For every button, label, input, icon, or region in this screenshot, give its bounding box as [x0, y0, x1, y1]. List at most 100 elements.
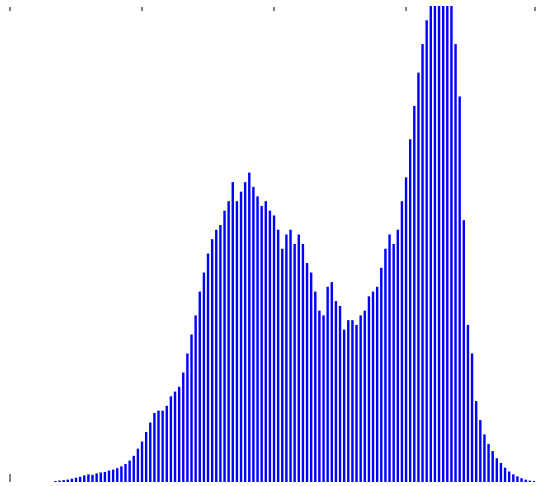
- histogram-bar: [111, 469, 115, 482]
- histogram-bar: [124, 463, 127, 482]
- histogram-bar: [289, 229, 292, 482]
- histogram-bar: [466, 324, 470, 482]
- histogram-bar: [132, 455, 135, 482]
- histogram-bar: [479, 420, 482, 482]
- histogram-bar: [144, 432, 148, 482]
- histogram-bar: [417, 72, 420, 482]
- histogram-bar: [186, 353, 189, 482]
- histogram-bar: [74, 477, 78, 482]
- histogram-bar: [293, 244, 296, 482]
- histogram-bar: [99, 472, 102, 482]
- histogram-bar: [83, 475, 86, 482]
- histogram-bar: [223, 210, 226, 482]
- histogram-bar: [91, 474, 94, 482]
- histogram-bar: [210, 239, 214, 482]
- histogram-bar: [532, 481, 536, 482]
- histogram-bar: [347, 320, 350, 482]
- histogram-bar: [363, 310, 366, 482]
- histogram-bar: [87, 474, 90, 482]
- histogram-bar: [272, 215, 276, 482]
- histogram-bar: [342, 329, 346, 482]
- histogram-bar: [140, 441, 144, 482]
- histogram-bar: [177, 386, 181, 482]
- histogram-bar: [194, 315, 197, 482]
- histogram-bar: [487, 443, 490, 482]
- histogram-bar: [367, 296, 371, 482]
- histogram-bar: [219, 224, 222, 482]
- histogram-bar: [421, 44, 424, 482]
- histogram-bars: [54, 6, 536, 483]
- histogram-bar: [268, 210, 272, 482]
- histogram-bar: [404, 177, 408, 483]
- histogram-bar: [305, 263, 309, 482]
- histogram-bar: [338, 305, 342, 482]
- histogram-bar: [190, 334, 193, 482]
- histogram-bar: [281, 248, 284, 482]
- histogram-bar: [483, 434, 486, 482]
- histogram-bar: [116, 468, 119, 482]
- histogram-bar: [58, 480, 61, 482]
- histogram-bar: [334, 301, 338, 482]
- histogram-bar: [425, 20, 428, 483]
- histogram-bar: [408, 139, 412, 482]
- histogram-bar: [165, 405, 168, 482]
- histogram-bar: [128, 460, 131, 482]
- histogram-bar: [231, 182, 234, 482]
- histogram-bar: [173, 391, 177, 482]
- histogram-bar: [359, 315, 362, 482]
- histogram-bar: [437, 6, 441, 482]
- histogram-bar: [136, 448, 140, 482]
- histogram-bar: [206, 253, 210, 482]
- histogram-bar: [351, 320, 354, 482]
- histogram-bar: [54, 481, 57, 482]
- histogram-bar: [384, 248, 387, 482]
- histogram-bar: [248, 172, 251, 482]
- histogram-bar: [355, 324, 358, 482]
- histogram-bar: [462, 220, 465, 482]
- histogram-bar: [157, 410, 160, 482]
- histogram-bar: [239, 191, 243, 482]
- histogram-bar: [309, 272, 313, 482]
- histogram-bar: [161, 410, 164, 482]
- histogram-bar: [252, 186, 255, 482]
- histogram-bar: [227, 201, 230, 482]
- histogram-bar: [215, 229, 218, 482]
- histogram-bar: [103, 472, 107, 482]
- histogram-bar: [413, 105, 416, 483]
- histogram-bar: [375, 286, 379, 482]
- histogram-bar: [318, 310, 321, 482]
- histogram-bar: [202, 272, 206, 482]
- histogram-bar: [371, 291, 375, 482]
- histogram-bar: [120, 466, 123, 482]
- histogram-bar: [297, 234, 300, 482]
- axis-ticks: [9, 7, 536, 482]
- histogram-bar: [392, 244, 395, 482]
- histogram-bar: [491, 451, 494, 482]
- histogram-bar: [198, 291, 201, 482]
- histogram-bar: [169, 396, 173, 482]
- histogram-bar: [516, 476, 519, 482]
- histogram-bar: [95, 473, 98, 482]
- histogram-bar: [153, 412, 156, 482]
- histogram-bar: [326, 286, 329, 482]
- histogram-bar: [503, 467, 507, 482]
- histogram-bar: [470, 353, 474, 482]
- histogram-bar: [524, 479, 527, 482]
- histogram-bar: [70, 478, 74, 482]
- histogram-bar: [499, 462, 503, 482]
- histogram-bar: [62, 480, 65, 482]
- histogram-bar: [450, 6, 453, 482]
- histogram-bar: [458, 96, 461, 482]
- histogram-bar: [78, 476, 82, 482]
- histogram-bar: [264, 201, 267, 482]
- histogram-bar: [243, 182, 247, 482]
- histogram-bar: [260, 205, 263, 483]
- histogram-bar: [495, 458, 499, 482]
- histogram-bar: [314, 291, 317, 482]
- histogram-bar: [107, 470, 111, 482]
- histogram-bar: [446, 6, 449, 482]
- histogram-bar: [330, 282, 333, 482]
- histogram-bar: [322, 315, 325, 482]
